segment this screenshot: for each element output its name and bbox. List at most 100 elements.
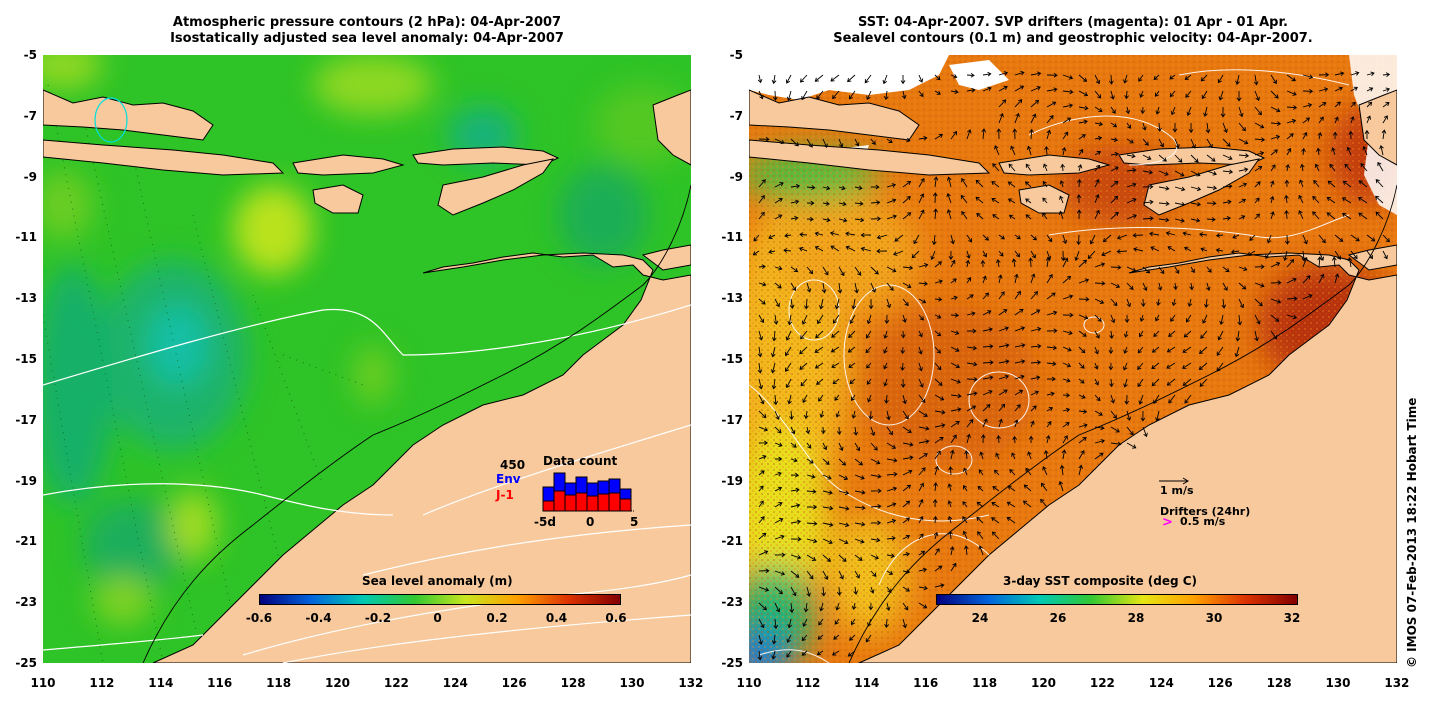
- velocity-arrow: [1302, 103, 1313, 108]
- velocity-arrow: [1030, 291, 1039, 300]
- right-title: SST: 04-Apr-2007. SVP drifters (magenta)…: [749, 15, 1397, 47]
- velocity-arrow: [758, 550, 769, 556]
- velocity-arrow: [886, 458, 898, 463]
- data-count-histogram: [542, 472, 634, 512]
- velocity-arrow: [1222, 169, 1234, 175]
- velocity-arrow: [851, 602, 857, 610]
- velocity-arrow: [1062, 131, 1069, 140]
- velocity-arrow: [814, 246, 824, 252]
- velocity-arrow: [1078, 90, 1089, 97]
- velocity-arrow: [814, 231, 824, 237]
- velocity-arrow: [1094, 135, 1103, 141]
- velocity-arrow: [1110, 314, 1116, 324]
- velocity-arrow: [868, 298, 874, 310]
- velocity-arrow: [1198, 346, 1208, 355]
- velocity-arrow: [1221, 298, 1227, 309]
- velocity-arrow: [886, 442, 896, 449]
- velocity-arrow: [1254, 197, 1260, 204]
- velocity-arrow: [950, 234, 955, 245]
- sst-isobath-line: [848, 184, 1397, 663]
- velocity-arrow: [1014, 250, 1020, 258]
- velocity-arrow: [1217, 74, 1224, 84]
- velocity-arrow: [976, 501, 984, 508]
- velocity-arrow: [822, 474, 832, 480]
- velocity-arrow: [820, 426, 826, 435]
- sla-colorbar-label: Sea level anomaly (m): [362, 574, 513, 588]
- velocity-arrow: [1132, 232, 1144, 238]
- velocity-arrow: [847, 346, 856, 353]
- velocity-arrow: [870, 216, 882, 222]
- velocity-arrow: [1199, 232, 1208, 237]
- velocity-arrow: [1200, 247, 1208, 252]
- velocity-arrow: [1350, 250, 1358, 260]
- velocity-arrow: [1184, 246, 1192, 252]
- lon-tick-label: 110: [30, 676, 56, 690]
- velocity-arrow: [838, 570, 844, 580]
- velocity-arrow: [998, 326, 1009, 332]
- velocity-arrow: [870, 488, 882, 494]
- velocity-arrow: [1314, 163, 1320, 172]
- velocity-arrow: [758, 568, 770, 574]
- velocity-arrow: [1334, 250, 1342, 260]
- velocity-arrow: [1078, 330, 1087, 337]
- velocity-arrow: [1270, 164, 1276, 172]
- velocity-arrow: [918, 467, 926, 476]
- velocity-arrow: [870, 282, 876, 293]
- velocity-arrow: [799, 74, 808, 83]
- velocity-arrow: [854, 201, 864, 206]
- legend-env: Env: [496, 472, 521, 486]
- velocity-arrow: [1042, 180, 1048, 188]
- velocity-arrow: [821, 586, 826, 597]
- velocity-arrow: [1158, 138, 1164, 148]
- colorbar-tick-label: 24: [971, 611, 989, 625]
- velocity-arrow: [966, 277, 971, 284]
- velocity-arrow: [901, 90, 907, 100]
- velocity-arrow: [758, 314, 765, 324]
- velocity-arrow: [787, 394, 792, 405]
- velocity-arrow: [933, 208, 938, 220]
- velocity-arrow: [822, 217, 831, 223]
- velocity-arrow: [1254, 298, 1263, 307]
- velocity-arrow: [1077, 164, 1083, 172]
- velocity-arrow: [1046, 328, 1058, 334]
- velocity-arrow: [1014, 290, 1021, 300]
- velocity-arrow: [1030, 99, 1040, 108]
- velocity-arrow: [918, 585, 928, 591]
- velocity-arrow: [1123, 378, 1128, 388]
- velocity-arrow: [918, 263, 929, 268]
- velocity-arrow: [834, 298, 840, 310]
- velocity-arrow: [1046, 72, 1058, 78]
- velocity-arrow: [1046, 292, 1056, 300]
- velocity-arrow: [854, 474, 865, 480]
- lat-tick-label: -11: [721, 230, 743, 245]
- velocity-arrow: [819, 602, 824, 612]
- velocity-arrow: [1030, 326, 1042, 332]
- velocity-arrow: [996, 434, 1001, 444]
- velocity-arrow: [902, 282, 912, 289]
- velocity-arrow: [950, 130, 958, 140]
- velocity-arrow: [934, 261, 943, 268]
- velocity-arrow: [1360, 163, 1368, 172]
- velocity-arrow: [804, 298, 809, 310]
- velocity-arrow: [1174, 138, 1180, 149]
- velocity-arrow: [870, 442, 878, 451]
- velocity-arrow: [1126, 426, 1134, 436]
- velocity-arrow: [998, 234, 1005, 240]
- velocity-arrow: [854, 521, 866, 527]
- velocity-arrow: [821, 282, 827, 294]
- velocity-arrow: [1008, 214, 1016, 220]
- velocity-arrow: [934, 583, 945, 588]
- velocity-arrow: [946, 192, 952, 204]
- drifters-legend-label: Drifters (24hr): [1160, 505, 1251, 518]
- velocity-arrow: [801, 314, 808, 325]
- colorbar-tick-label: -0.4: [305, 611, 332, 625]
- velocity-arrow: [1078, 314, 1089, 320]
- velocity-arrow: [982, 310, 992, 316]
- velocity-arrow: [870, 138, 876, 145]
- velocity-arrow: [800, 330, 808, 340]
- velocity-arrow: [866, 330, 872, 339]
- velocity-arrow: [870, 570, 877, 577]
- velocity-arrow: [851, 298, 857, 310]
- velocity-arrow: [860, 232, 872, 238]
- velocity-arrow: [802, 394, 808, 404]
